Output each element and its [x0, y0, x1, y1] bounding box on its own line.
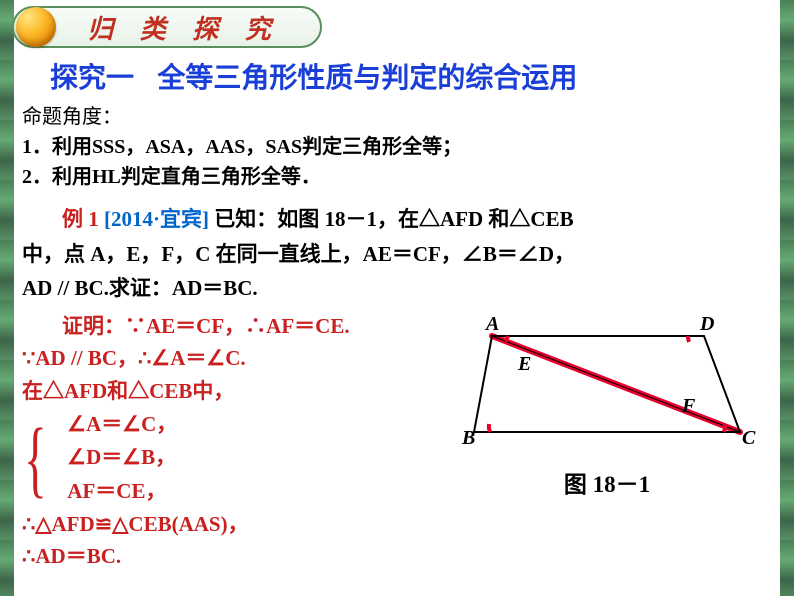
proof-l3: 在△AFD和△CEB中， — [22, 375, 442, 408]
line-ac — [492, 336, 740, 432]
figure-column: A D B C E F 图 18－1 — [442, 310, 772, 530]
figure-caption: 图 18－1 — [442, 465, 772, 499]
example-line1: 例 1 [2014·宜宾] 已知：如图 18－1，在△AFD 和△CEB — [22, 202, 772, 237]
label-e: E — [517, 353, 531, 375]
subtitle-block: 命题角度： 1．利用SSS，ASA，AAS，SAS判定三角形全等； 2．利用HL… — [22, 102, 772, 192]
proof-brace-group: { ∠A＝∠C， ∠D＝∠B， AF＝CE， — [24, 408, 442, 508]
subtitle-line1: 1．利用SSS，ASA，AAS，SAS判定三角形全等； — [22, 132, 772, 162]
header-box: 归 类 探 究 — [12, 6, 322, 48]
section-number: 探究一 — [50, 62, 134, 93]
section-title: 探究一 全等三角形性质与判定的综合运用 — [22, 56, 772, 96]
arc-c — [724, 425, 725, 432]
proof-figure-row: 证明：∵AE＝CF，∴AF＝CE. ∵AD // BC，∴∠A＝∠C. 在△AF… — [22, 310, 772, 573]
proof-l2: ∵AD // BC，∴∠A＝∠C. — [22, 342, 442, 375]
brace-lines: ∠A＝∠C， ∠D＝∠B， AF＝CE， — [67, 408, 177, 508]
slide-content: 探究一 全等三角形性质与判定的综合运用 命题角度： 1．利用SSS，ASA，AA… — [22, 56, 772, 573]
label-f: F — [681, 395, 696, 417]
header-orb-icon — [16, 7, 56, 47]
proof-b3: AF＝CE， — [67, 475, 177, 508]
proof-b1: ∠A＝∠C， — [67, 408, 177, 441]
example-problem-b: 中，点 A，E，F，C 在同一直线上，AE＝CF，∠B＝∠D， — [22, 237, 772, 272]
proof-column: 证明：∵AE＝CF，∴AF＝CE. ∵AD // BC，∴∠A＝∠C. 在△AF… — [22, 310, 442, 573]
example-year: [2014·宜宾] — [104, 207, 209, 231]
example-problem-c: AD // BC.求证：AD＝BC. — [22, 271, 772, 306]
example-label: 例 1 — [62, 207, 99, 231]
proof-l4: ∴△AFD≌△CEB(AAS)， — [22, 508, 442, 541]
brace-icon: { — [24, 408, 47, 508]
arc-d — [688, 336, 689, 342]
header-title: 归 类 探 究 — [56, 9, 320, 46]
proof-b2: ∠D＝∠B， — [67, 441, 177, 474]
label-c: C — [742, 427, 756, 449]
label-b: B — [461, 427, 475, 449]
arc-b — [489, 424, 490, 432]
example-problem-a: 已知：如图 18－1，在△AFD 和△CEB — [209, 207, 574, 231]
subtitle-line2: 2．利用HL判定直角三角形全等． — [22, 162, 772, 192]
section-text: 全等三角形性质与判定的综合运用 — [157, 62, 577, 93]
decor-border-left — [0, 0, 14, 596]
proof-l1: 证明：∵AE＝CF，∴AF＝CE. — [22, 310, 442, 343]
example-block: 例 1 [2014·宜宾] 已知：如图 18－1，在△AFD 和△CEB 中，点… — [22, 202, 772, 306]
label-d: D — [699, 313, 714, 335]
decor-border-right — [780, 0, 794, 596]
label-a: A — [484, 313, 499, 335]
subtitle-intro: 命题角度： — [22, 102, 772, 132]
proof-l5: ∴AD＝BC. — [22, 540, 442, 573]
